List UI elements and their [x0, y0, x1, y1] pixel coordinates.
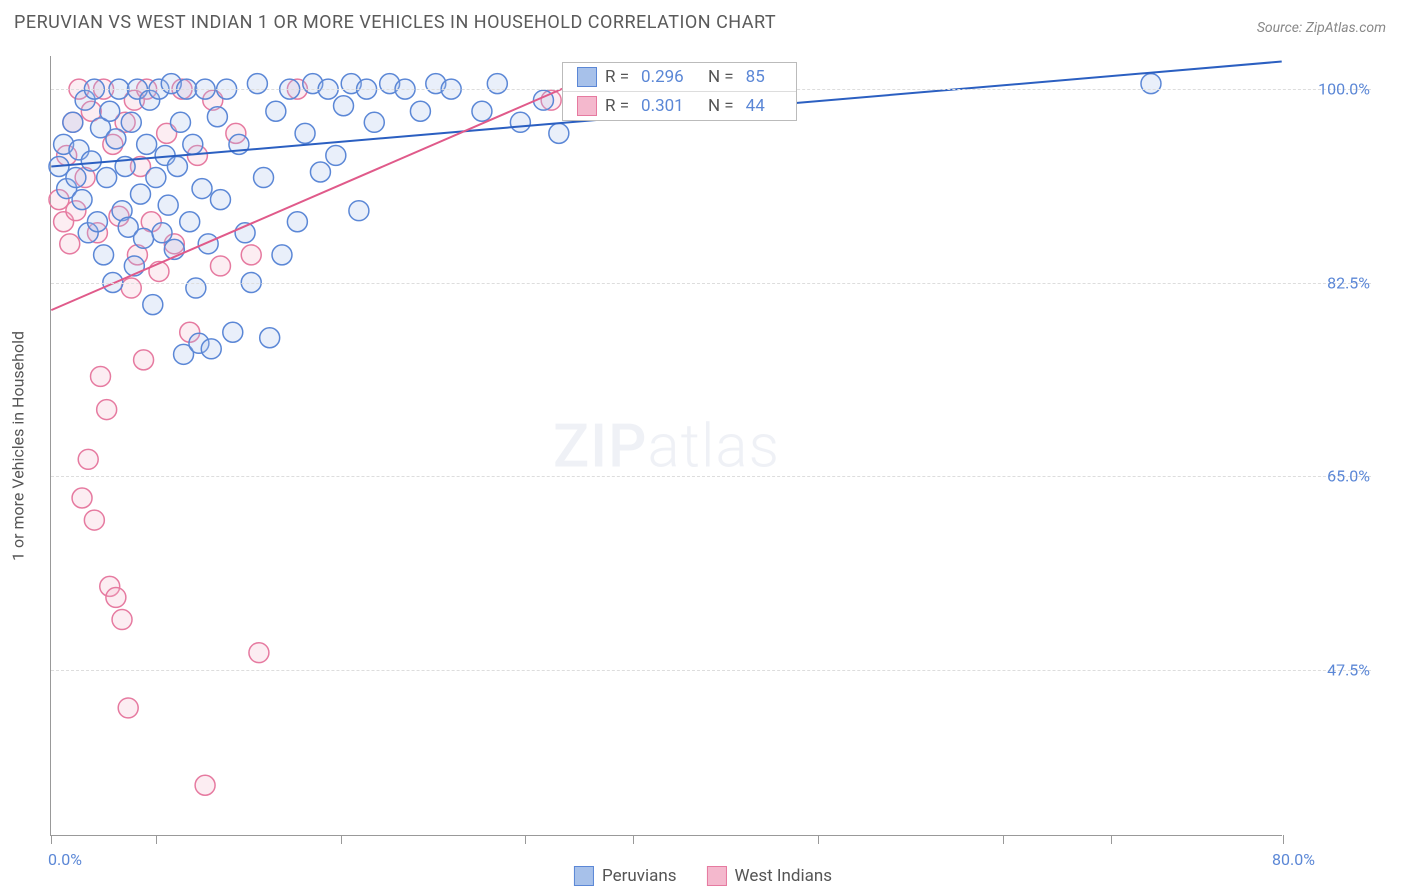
chart-container: PERUVIAN VS WEST INDIAN 1 OR MORE VEHICL…: [0, 0, 1406, 892]
data-point: [287, 212, 307, 232]
x-tick: [156, 835, 157, 844]
data-point: [272, 245, 292, 265]
data-point: [121, 278, 141, 298]
swatch-westindians-bottom: [707, 866, 727, 886]
data-point: [1141, 74, 1161, 94]
y-tick-label: 82.5%: [1327, 273, 1370, 292]
data-point: [81, 151, 101, 171]
gridline: [51, 283, 1371, 284]
data-point: [118, 698, 138, 718]
x-tick: [525, 835, 526, 844]
data-point: [241, 245, 261, 265]
x-tick: [633, 835, 634, 844]
data-point: [247, 74, 267, 94]
data-point: [137, 134, 157, 154]
y-tick-label: 47.5%: [1327, 661, 1370, 680]
data-point: [106, 587, 126, 607]
data-point: [549, 123, 569, 143]
data-point: [195, 775, 215, 795]
data-point: [364, 112, 384, 132]
data-point: [266, 101, 286, 121]
data-point: [295, 123, 315, 143]
data-point: [254, 168, 274, 188]
data-point: [223, 322, 243, 342]
data-point: [66, 168, 86, 188]
x-tick: [1283, 835, 1284, 844]
data-point: [192, 179, 212, 199]
y-tick-label: 100.0%: [1318, 80, 1370, 99]
data-point: [167, 157, 187, 177]
data-point: [97, 400, 117, 420]
data-point: [91, 366, 111, 386]
data-point: [349, 201, 369, 221]
data-point: [134, 350, 154, 370]
data-point: [152, 223, 172, 243]
data-point: [131, 184, 151, 204]
x-tick: [818, 835, 819, 844]
data-point: [72, 488, 92, 508]
x-tick: [1111, 835, 1112, 844]
data-point: [210, 190, 230, 210]
series-legend: Peruvians West Indians: [574, 866, 832, 886]
data-point: [170, 112, 190, 132]
data-point: [60, 234, 80, 254]
x-tick: [51, 835, 52, 844]
swatch-westindians: [577, 96, 597, 116]
data-point: [84, 510, 104, 530]
data-point: [158, 195, 178, 215]
plot-area: ZIPatlas 47.5%65.0%82.5%100.0%: [50, 56, 1282, 836]
data-point: [146, 168, 166, 188]
legend-item-westindians: West Indians: [707, 866, 833, 886]
gridline: [51, 476, 1371, 477]
data-point: [183, 134, 203, 154]
data-point: [94, 245, 114, 265]
gridline: [51, 670, 1371, 671]
data-point: [106, 129, 126, 149]
data-point: [487, 74, 507, 94]
data-point: [198, 234, 218, 254]
data-point: [326, 145, 346, 165]
data-point: [510, 112, 530, 132]
scatter-svg: [51, 56, 1282, 835]
data-point: [249, 643, 269, 663]
data-point: [260, 328, 280, 348]
x-max-label: 80.0%: [1272, 850, 1315, 869]
data-point: [121, 112, 141, 132]
data-point: [124, 256, 144, 276]
x-min-label: 0.0%: [48, 850, 82, 869]
x-tick: [1003, 835, 1004, 844]
source-attribution: Source: ZipAtlas.com: [1257, 20, 1386, 36]
data-point: [310, 162, 330, 182]
data-point: [201, 339, 221, 359]
data-point: [112, 610, 132, 630]
legend-row-westindians: R = 0.301 N = 44: [563, 91, 796, 120]
data-point: [72, 190, 92, 210]
correlation-legend: R = 0.296 N = 85 R = 0.301 N = 44: [562, 62, 797, 121]
data-point: [87, 212, 107, 232]
data-point: [186, 278, 206, 298]
legend-row-peruvians: R = 0.296 N = 85: [563, 63, 796, 91]
data-point: [100, 101, 120, 121]
data-point: [207, 107, 227, 127]
swatch-peruvians: [577, 67, 597, 87]
data-point: [134, 228, 154, 248]
y-tick-label: 65.0%: [1327, 467, 1370, 486]
swatch-peruvians-bottom: [574, 866, 594, 886]
data-point: [63, 112, 83, 132]
y-axis-label: 1 or more Vehicles in Household: [9, 331, 28, 561]
data-point: [472, 101, 492, 121]
data-point: [334, 96, 354, 116]
legend-item-peruvians: Peruvians: [574, 866, 677, 886]
data-point: [97, 168, 117, 188]
x-tick: [341, 835, 342, 844]
chart-title: PERUVIAN VS WEST INDIAN 1 OR MORE VEHICL…: [14, 12, 776, 33]
data-point: [410, 101, 430, 121]
data-point: [143, 295, 163, 315]
data-point: [210, 256, 230, 276]
data-point: [180, 212, 200, 232]
data-point: [78, 449, 98, 469]
